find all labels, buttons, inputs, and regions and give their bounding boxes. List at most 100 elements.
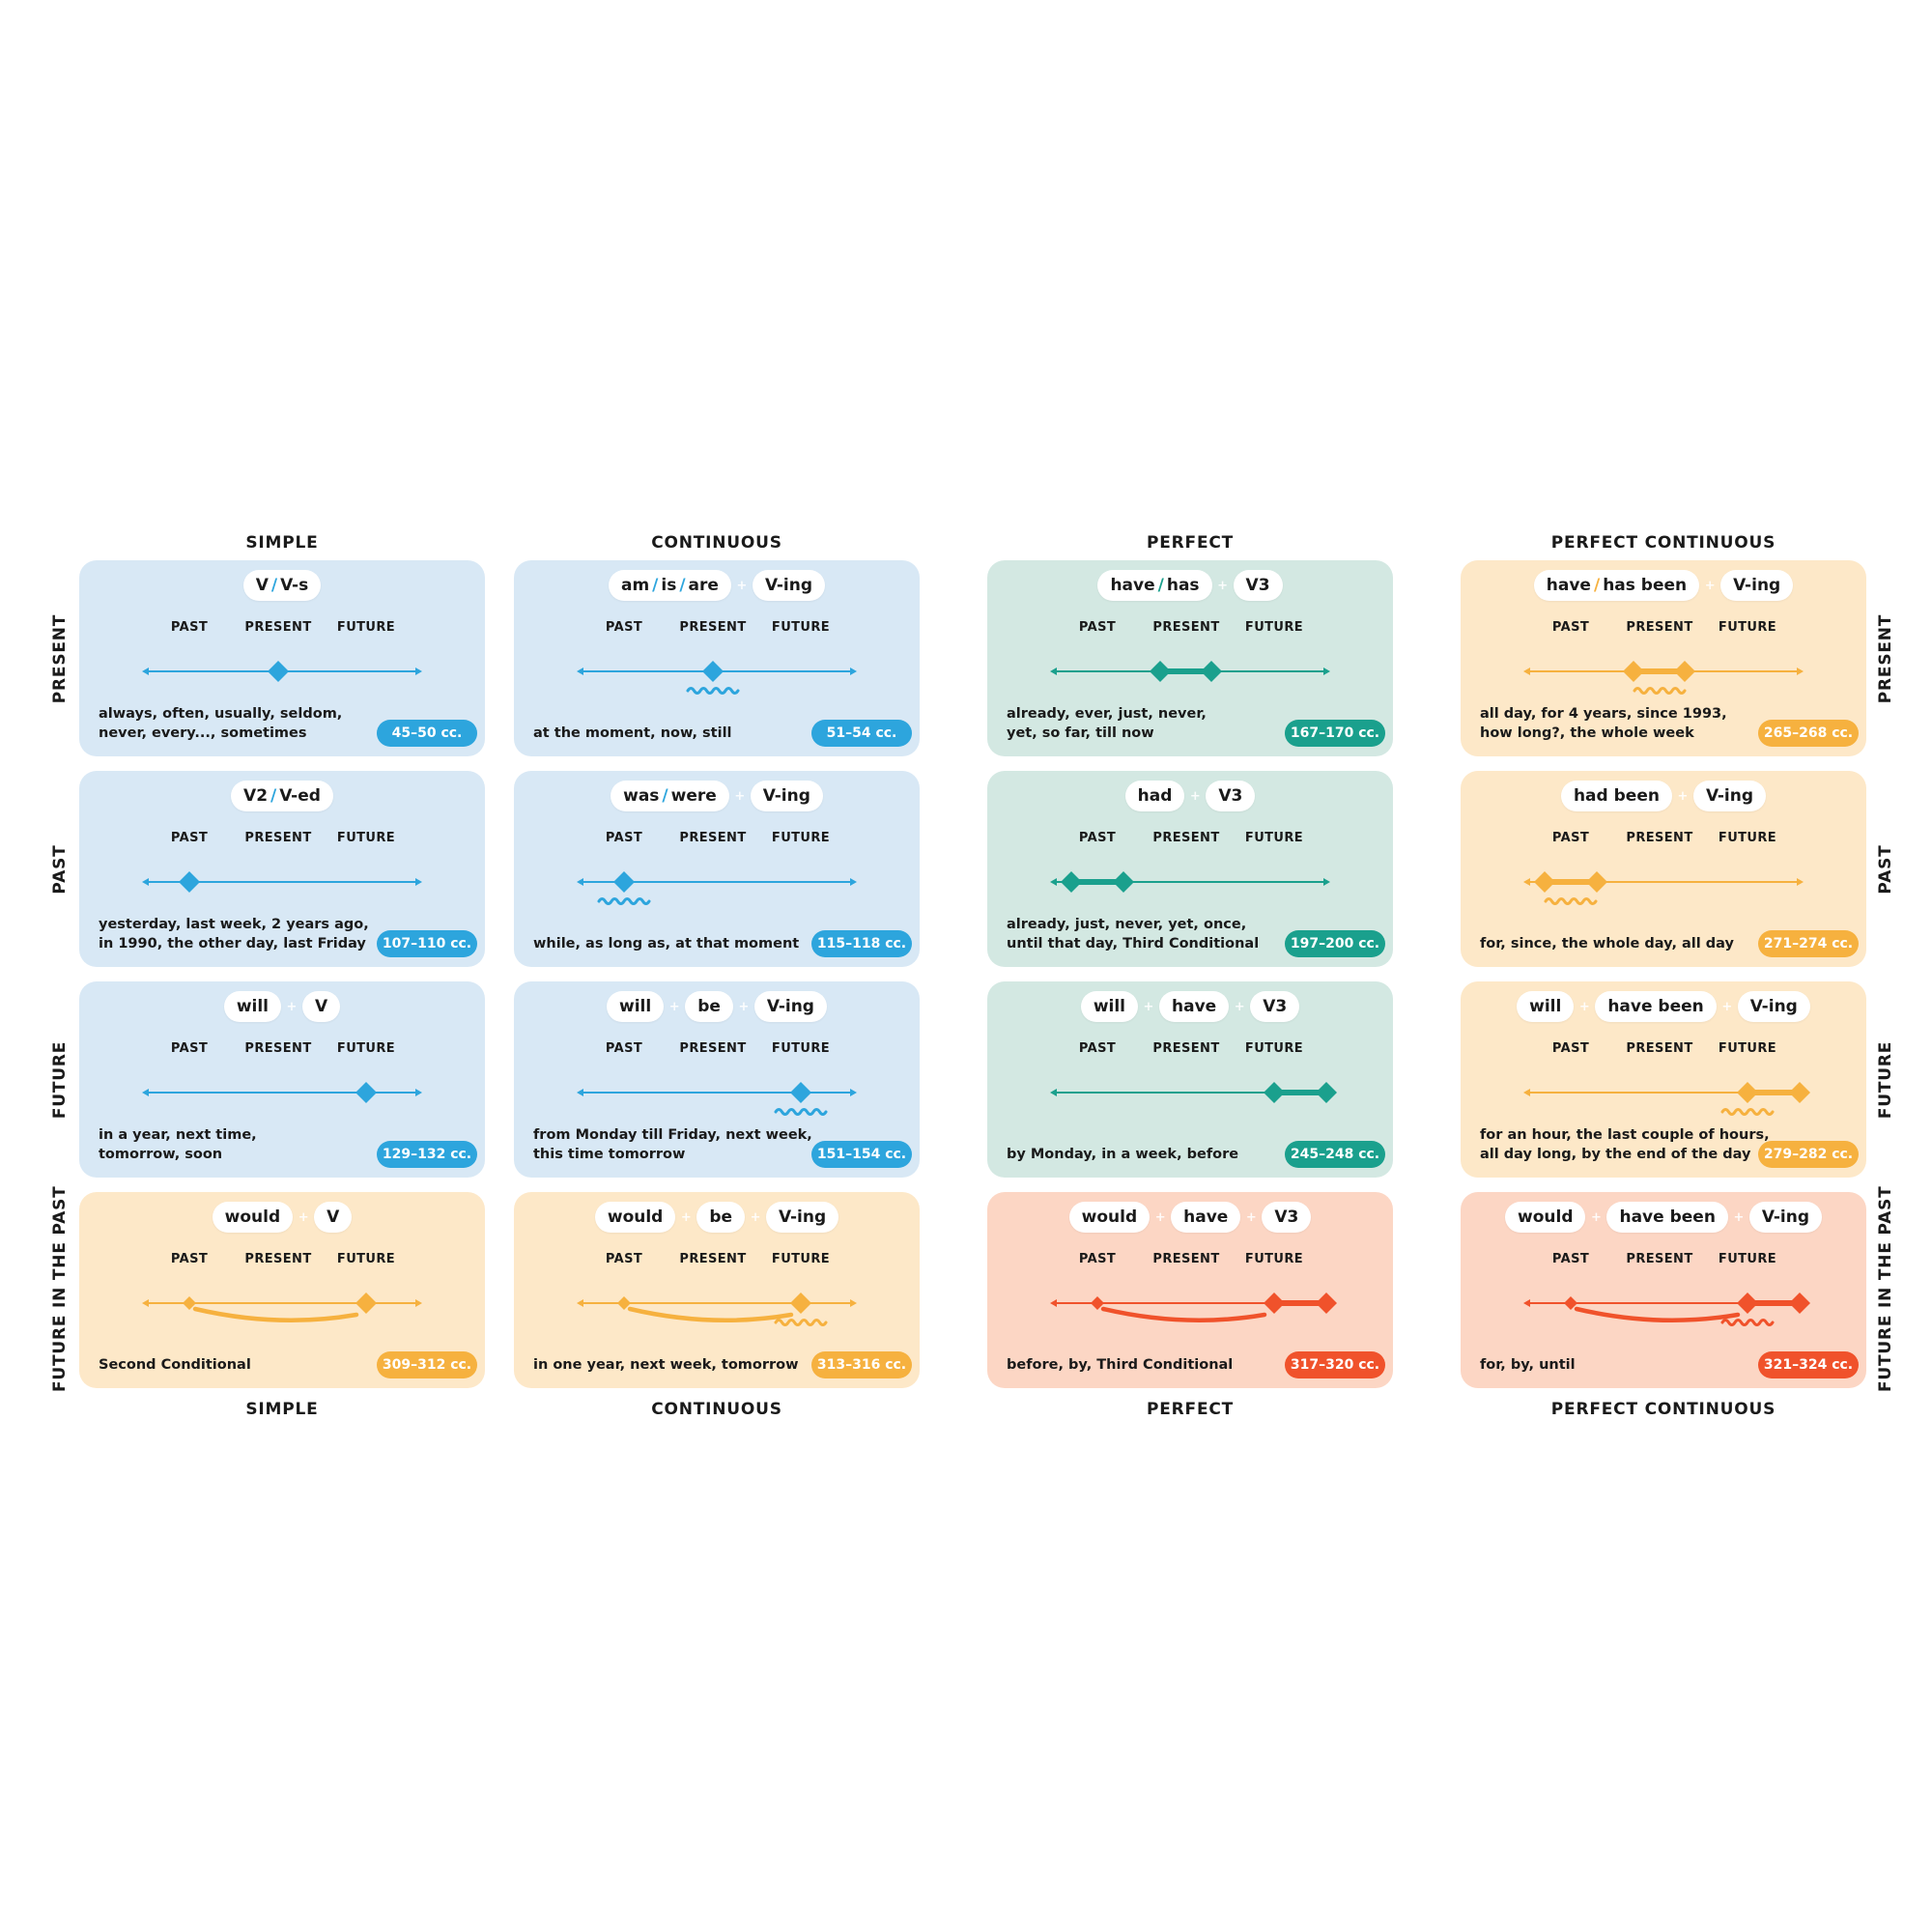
formula-pill: V3 — [1233, 570, 1283, 601]
timeline-label-past: PAST — [605, 1041, 643, 1056]
timeline-label-present: PRESENT — [1152, 1041, 1220, 1056]
time-markers-line: yesterday, last week, 2 years ago, — [99, 917, 369, 932]
formula-word: be — [697, 997, 721, 1016]
timeline: PAST PRESENT FUTURE — [1523, 1252, 1810, 1329]
formula-pill: V-ing — [750, 781, 823, 811]
formula: am / is / are + V-ing — [514, 570, 920, 601]
slash-separator: / — [652, 576, 659, 595]
page-range-badge: 317–320 cc. — [1285, 1351, 1385, 1378]
progress-wave — [686, 687, 740, 695]
page-range-badge: 245–248 cc. — [1285, 1141, 1385, 1168]
plus-sign: + — [1677, 788, 1689, 804]
right-arrow-head — [850, 1299, 857, 1307]
timeline-graphic — [577, 1082, 857, 1116]
tense-card-future-in-the-past-continuous: would + be + V-ing PAST PRESENT FUTURE in one ye… — [514, 1192, 920, 1388]
formula-pill: have been — [1595, 991, 1717, 1022]
timeline-label-past: PAST — [605, 620, 643, 635]
formula: would + be + V-ing — [514, 1202, 920, 1233]
formula-word: V — [255, 576, 269, 595]
time-markers-line: for, since, the whole day, all day — [1480, 936, 1734, 952]
formula-word: would — [224, 1208, 281, 1227]
left-arrow-head — [577, 668, 583, 675]
timeline: PAST PRESENT FUTURE — [577, 831, 857, 908]
formula-pill: would — [594, 1202, 676, 1233]
formula: would + V — [79, 1202, 485, 1233]
time-markers-line: in a year, next time, — [99, 1127, 257, 1143]
timeline-graphic — [142, 1293, 422, 1323]
formula: would + have + V3 — [987, 1202, 1393, 1233]
plus-sign: + — [1733, 1209, 1745, 1225]
time-point-marker — [1264, 1082, 1285, 1103]
formula-word: would — [607, 1208, 664, 1227]
slash-separator: / — [270, 576, 278, 595]
timeline-graphic — [1523, 661, 1804, 695]
time-point-marker — [1316, 1082, 1337, 1103]
formula-word: have — [1172, 997, 1217, 1016]
right-arrow-head — [1797, 668, 1804, 675]
left-arrow-head — [1523, 878, 1530, 886]
time-markers: for, by, until — [1480, 1355, 1741, 1375]
time-point-marker — [702, 661, 724, 682]
formula-word: V-ing — [1749, 997, 1798, 1016]
tense-card-past-continuous: was / were + V-ing PAST PRESENT FUTURE while, as… — [514, 771, 920, 967]
time-markers-line: for an hour, the last couple of hours, — [1480, 1127, 1770, 1143]
formula-pill: will — [1080, 991, 1138, 1022]
right-arrow-head — [1797, 878, 1804, 886]
formula-word: have — [1183, 1208, 1229, 1227]
reference-arc — [1100, 1306, 1267, 1323]
formula: V / V-s — [79, 570, 485, 601]
plus-sign: + — [1704, 578, 1716, 593]
slash-separator: / — [679, 576, 686, 595]
timeline-label-past: PAST — [1078, 1041, 1117, 1056]
timeline-label-present: PRESENT — [244, 1252, 312, 1266]
timeline: PAST PRESENT FUTURE — [1523, 1041, 1810, 1119]
timeline-label-present: PRESENT — [1626, 1041, 1693, 1056]
right-arrow-head — [415, 878, 422, 886]
timeline-label-past: PAST — [1551, 1041, 1590, 1056]
formula-pill: V-ing — [753, 991, 827, 1022]
timeline-label-present: PRESENT — [244, 831, 312, 845]
time-point-marker — [1789, 1293, 1810, 1314]
left-arrow-head — [577, 1299, 583, 1307]
time-markers: yesterday, last week, 2 years ago, in 199… — [99, 915, 369, 953]
timeline-label-future: FUTURE — [336, 1041, 396, 1056]
timeline-label-present: PRESENT — [244, 620, 312, 635]
row-header-right-future: FUTURE — [1876, 1040, 1895, 1119]
formula: had + V3 — [987, 781, 1393, 811]
left-arrow-head — [1523, 1299, 1530, 1307]
formula: will + have been + V-ing — [1461, 991, 1866, 1022]
plus-sign: + — [298, 1209, 309, 1225]
time-markers: Second Conditional — [99, 1355, 359, 1375]
time-point-marker — [790, 1293, 811, 1314]
formula-word: V-ing — [779, 1208, 827, 1227]
tense-card-future-perfect: will + have + V3 PAST PRESENT FUTURE by Monday, … — [987, 981, 1393, 1178]
time-markers: for, since, the whole day, all day — [1480, 934, 1741, 953]
plus-sign: + — [750, 1209, 761, 1225]
formula-pill: V — [302, 991, 341, 1022]
time-markers: by Monday, in a week, before — [1007, 1145, 1267, 1164]
page-range-badge: 279–282 cc. — [1758, 1141, 1859, 1168]
plus-sign: + — [1591, 1209, 1602, 1225]
column-footer-perfect-continuous: PERFECT CONTINUOUS — [1550, 1400, 1776, 1419]
timeline: PAST PRESENT FUTURE — [577, 620, 857, 697]
left-arrow-head — [1050, 1299, 1057, 1307]
left-arrow-head — [577, 1089, 583, 1096]
right-arrow-head — [415, 1089, 422, 1096]
formula-word: will — [1529, 997, 1562, 1016]
formula-pill: would — [212, 1202, 294, 1233]
formula-word: was — [623, 786, 660, 806]
time-markers-line: from Monday till Friday, next week, — [533, 1127, 812, 1143]
formula-word: has been — [1603, 576, 1688, 595]
tense-card-past-perfect: had + V3 PAST PRESENT FUTURE already, just, ne… — [987, 771, 1393, 967]
tense-card-present-simple: V / V-s PAST PRESENT FUTURE always, often, usu… — [79, 560, 485, 756]
time-point-marker — [1264, 1293, 1285, 1314]
formula: would + have been + V-ing — [1461, 1202, 1866, 1233]
timeline-label-past: PAST — [605, 1252, 643, 1266]
row-header-left-future: FUTURE — [50, 1040, 70, 1119]
timeline-graphic — [142, 1082, 422, 1103]
row-header-right-future-in-the-past: FUTURE IN THE PAST — [1876, 1184, 1895, 1392]
column-footer-simple: SIMPLE — [245, 1400, 319, 1419]
tense-card-present-continuous: am / is / are + V-ing PAST PRESENT FUTURE at the m… — [514, 560, 920, 756]
time-markers: from Monday till Friday, next week, this … — [533, 1125, 812, 1164]
time-point-marker — [790, 1082, 811, 1103]
